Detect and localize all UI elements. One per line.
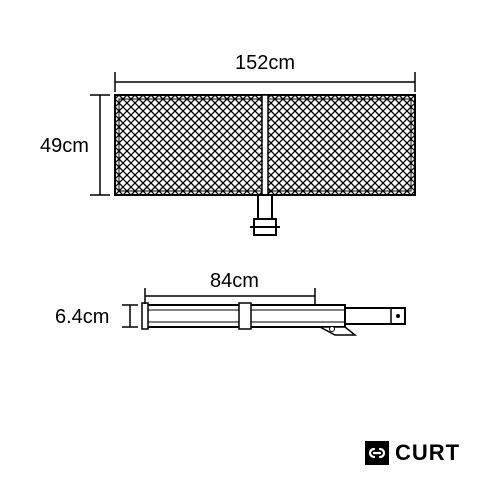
dim-side-width-label: 84cm <box>210 270 259 293</box>
diagram-canvas: 152cm 49cm 84cm 6.4cm CURT <box>0 0 500 500</box>
brand-logo: CURT <box>365 440 460 466</box>
diagram-svg <box>0 0 500 500</box>
dim-top-width-label: 152cm <box>235 52 295 75</box>
brand-link-icon <box>365 441 389 465</box>
brand-text: CURT <box>395 440 460 466</box>
dim-side-height-label: 6.4cm <box>55 306 109 329</box>
dim-top-height-label: 49cm <box>40 135 89 158</box>
